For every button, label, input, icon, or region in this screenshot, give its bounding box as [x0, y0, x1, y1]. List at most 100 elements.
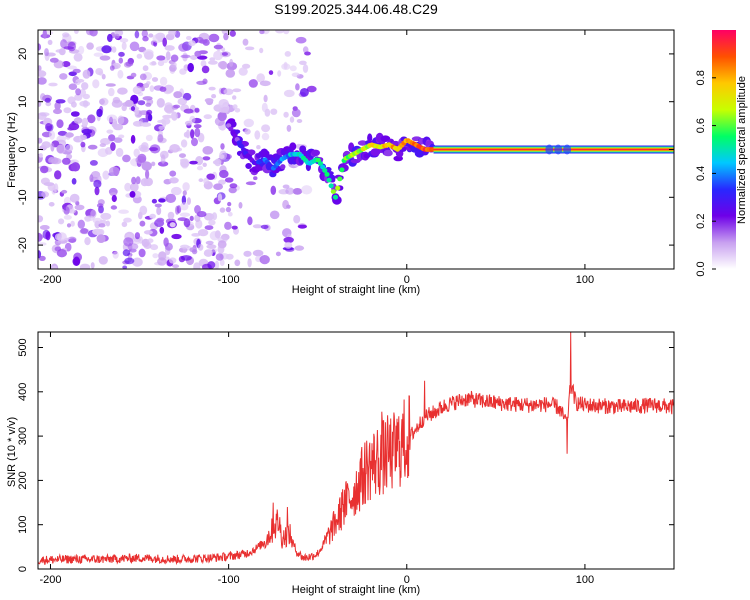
spectrogram-noise-blob — [202, 162, 207, 167]
spectrogram-noise-blob — [231, 225, 238, 230]
spectrogram-noise-blob — [197, 243, 204, 251]
spectrogram-noise-blob — [167, 30, 177, 36]
spectrogram-ridge — [225, 118, 674, 205]
spectrogram-noise-blob — [167, 211, 175, 220]
snr-y-ticks: 0 100 200 300 400 500 — [17, 338, 674, 572]
spectrogram-noise-blob — [219, 207, 226, 213]
spectrogram-noise-blob — [84, 237, 91, 246]
snr-x-tick-label: -200 — [39, 574, 61, 586]
snr-x-tick-label: 100 — [576, 574, 594, 586]
spectrogram-noise-blob — [136, 53, 143, 59]
spectrogram-noise-blob — [208, 219, 216, 226]
spectrogram-noise-blob — [159, 76, 168, 86]
spectrogram-noise-blob — [275, 251, 281, 257]
spectrogram-ridge-blob — [339, 167, 345, 173]
spectrogram-noise-blob — [44, 48, 49, 57]
spectrogram-noise-blob — [197, 55, 208, 60]
spectrogram-ridge-halo — [357, 140, 368, 146]
spectrogram-noise-blob — [277, 70, 282, 77]
spectrogram-noise-blob — [132, 86, 143, 95]
spectrogram-noise-blob — [194, 205, 201, 214]
spectrogram-noise-blob — [296, 119, 303, 123]
spectrogram-ridge-blob — [238, 143, 244, 149]
snr-x-tick-label: -100 — [218, 574, 240, 586]
spectrogram-noise-blob — [68, 122, 80, 131]
spectrogram-noise-blob — [193, 124, 202, 129]
spectrogram-noise-blob — [183, 108, 194, 114]
spectrogram-noise-blob — [38, 153, 43, 158]
spectrogram-noise-blob — [81, 82, 89, 90]
spectrogram-noise-blob — [118, 57, 124, 64]
spectrogram-noise-blob — [108, 87, 115, 97]
spectrogram-noise-blob — [256, 145, 261, 150]
spectrogram-noise-blob — [259, 255, 270, 265]
spectrogram-y-tick-label: -20 — [17, 237, 29, 253]
spectrogram-noise-blob — [229, 183, 238, 189]
spectrogram-noise-blob — [74, 204, 85, 211]
spectrogram-noise-blob — [301, 185, 313, 195]
spectrogram-noise-blob — [213, 183, 224, 190]
spectrogram-noise-blob — [297, 224, 307, 229]
spectrogram-noise-blob — [252, 224, 263, 229]
spectrogram-noise-blob — [118, 134, 125, 139]
spectrogram-noise-blob — [149, 213, 156, 219]
spectrogram-noise-blob — [122, 265, 128, 269]
spectrogram-noise-blob — [54, 170, 62, 180]
spectrogram-noise-blob — [302, 64, 309, 73]
spectrogram-noise-blob — [190, 55, 198, 60]
snr-series-line — [38, 332, 674, 566]
spectrogram-noise-blob — [160, 154, 166, 164]
snr-frame — [37, 331, 675, 570]
spectrogram-noise-blob — [195, 219, 203, 229]
spectrogram-y-label: Frequency (Hz) — [6, 112, 18, 188]
spectrogram-noise-blob — [263, 94, 268, 103]
spectrogram-noise-blob — [218, 154, 225, 160]
spectrogram-noise-blob — [79, 100, 91, 107]
spectrogram-noise-blob — [74, 30, 79, 34]
spectrogram-noise-blob — [56, 144, 66, 154]
spectrogram-noise-blob — [44, 97, 51, 103]
colorbar: 0.0 0.2 0.4 0.6 0.8 Normalized spectral ampl… — [695, 30, 748, 277]
spectrogram-noise-blob — [121, 41, 127, 51]
spectrogram-noise-blob — [194, 127, 201, 138]
spectrogram-noise-blob — [164, 45, 175, 51]
spectrogram-noise-blob — [124, 182, 132, 192]
spectrogram-noise-blob — [193, 262, 201, 269]
snr-y-tick-label: 300 — [17, 427, 29, 445]
spectrogram-noise-blob — [58, 48, 66, 56]
spectrogram-noise-blob — [66, 223, 72, 228]
spectrogram-noise-blob — [137, 100, 146, 106]
spectrogram-noise-blob — [224, 177, 234, 183]
spectrogram-noise-blob — [143, 241, 152, 249]
spectrogram-noise-blob — [80, 228, 89, 234]
spectrogram-noise-blob — [207, 261, 216, 269]
spectrogram-noise-blob — [259, 47, 264, 54]
spectrogram-noise-blob — [225, 253, 234, 260]
spectrogram-noise-blob — [70, 111, 80, 117]
spectrogram-noise-blob — [147, 113, 153, 122]
spectrogram-noise-blob — [56, 119, 64, 129]
spectrogram-noise-blob — [200, 60, 207, 67]
spectrogram-noise-blob — [256, 73, 266, 83]
spectrogram-noise-blob — [295, 83, 300, 91]
spectrogram-noise-blob — [157, 257, 167, 266]
spectrogram-noise-blob — [59, 73, 68, 80]
spectrogram-noise-blob — [121, 104, 127, 112]
spectrogram-noise-blob — [156, 98, 165, 108]
spectrogram-noise-blob — [169, 170, 177, 177]
spectrogram-noise-blob — [49, 57, 59, 63]
spectrogram-noise-blob — [248, 79, 258, 88]
spectrogram-noise-blob — [101, 73, 106, 80]
spectrogram-noise-blob — [111, 46, 117, 53]
spectrogram-noise-blob — [48, 130, 56, 140]
spectrogram-noise-blob — [122, 249, 131, 257]
spectrogram-noise-blob — [217, 61, 226, 69]
spectrogram-noise-blob — [94, 186, 100, 196]
spectrogram-noise-blob — [282, 184, 290, 189]
colorbar-tick-label: 0.2 — [695, 214, 707, 229]
spectrogram-noise-blob — [45, 101, 52, 107]
spectrogram-noise-blob — [75, 88, 81, 96]
spectrogram-noise-blob — [203, 114, 212, 120]
spectrogram-x-tick-label: -200 — [39, 274, 61, 286]
